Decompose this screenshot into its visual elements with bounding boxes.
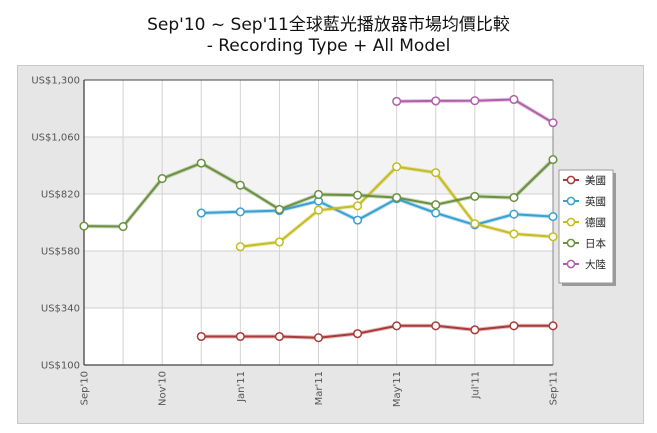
data-point xyxy=(118,221,128,232)
y-tick-label: US$100 xyxy=(41,361,80,372)
data-point xyxy=(235,207,245,217)
legend-marker xyxy=(566,196,576,206)
data-point xyxy=(353,201,363,211)
data-point xyxy=(196,331,206,342)
data-point xyxy=(353,190,363,200)
data-point xyxy=(470,219,480,229)
x-tick-label: Sep'10 xyxy=(80,371,91,405)
data-point xyxy=(548,232,558,242)
legend-label: 德國 xyxy=(585,216,606,229)
data-point xyxy=(313,205,324,215)
legend-label: 英國 xyxy=(585,195,606,208)
legend-marker xyxy=(566,175,576,185)
data-point xyxy=(509,209,519,219)
y-tick-label: US$1,060 xyxy=(31,133,80,144)
data-point xyxy=(313,189,324,200)
data-point xyxy=(470,325,480,335)
x-tick-label: Jul'11 xyxy=(470,371,481,400)
data-point xyxy=(431,208,441,218)
data-point xyxy=(431,200,441,210)
x-tick-label: Mar'11 xyxy=(314,371,325,405)
data-point xyxy=(392,321,402,331)
x-tick-label: Sep'11 xyxy=(549,371,560,405)
data-point xyxy=(548,118,558,128)
y-tick-label: US$580 xyxy=(41,247,80,258)
data-point xyxy=(548,212,558,222)
data-point xyxy=(509,229,519,239)
data-point xyxy=(431,168,441,178)
data-point xyxy=(313,333,324,343)
series-line xyxy=(201,197,554,226)
y-tick-label: US$820 xyxy=(41,190,80,201)
data-point xyxy=(470,191,480,201)
data-point xyxy=(235,242,245,252)
data-point xyxy=(79,221,89,231)
legend-marker xyxy=(566,238,576,248)
data-point xyxy=(548,155,558,165)
legend-label: 日本 xyxy=(585,237,606,250)
data-point xyxy=(509,321,519,331)
legend-marker xyxy=(566,259,576,269)
data-point xyxy=(274,204,284,214)
data-point xyxy=(196,208,206,218)
data-point xyxy=(509,94,519,105)
y-tick-label: US$340 xyxy=(41,304,80,315)
data-point xyxy=(353,215,363,225)
data-point xyxy=(274,331,284,342)
data-point xyxy=(157,174,167,184)
legend-marker xyxy=(566,217,576,227)
data-point xyxy=(274,237,284,247)
data-point xyxy=(392,162,402,172)
data-point xyxy=(235,180,245,190)
data-point xyxy=(392,193,402,203)
legend-label: 美國 xyxy=(585,174,606,187)
chart-title-line1: Sep'10 ~ Sep'11全球藍光播放器市場均價比較 xyxy=(147,15,510,35)
data-point xyxy=(196,158,206,168)
data-point xyxy=(235,331,245,342)
data-point xyxy=(548,321,558,331)
x-tick-label: Jan'11 xyxy=(236,371,247,403)
data-point xyxy=(470,96,480,106)
data-point xyxy=(392,96,402,106)
x-tick-label: May'11 xyxy=(392,371,403,407)
data-point xyxy=(431,321,441,331)
legend-label: 大陸 xyxy=(585,258,606,271)
data-point xyxy=(431,96,441,106)
series-line xyxy=(201,324,553,339)
chart-title-line2: - Recording Type + All Model xyxy=(206,36,451,56)
x-tick-label: Nov'10 xyxy=(158,371,169,406)
y-tick-label: US$1,300 xyxy=(31,76,80,87)
data-point xyxy=(353,329,363,339)
data-point xyxy=(509,193,519,203)
